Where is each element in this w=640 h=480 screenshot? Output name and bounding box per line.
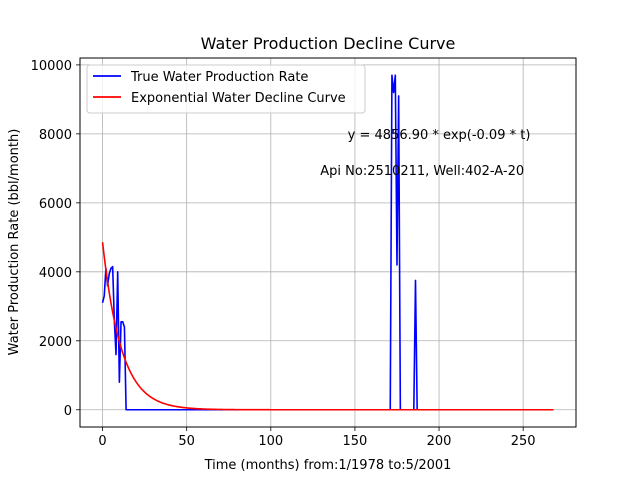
legend-label-exponential: Exponential Water Decline Curve [131,91,346,106]
x-tick-label: 250 [511,434,536,449]
well-id-annotation: Api No:2510211, Well:402-A-20 [320,164,524,179]
y-tick-label: 6000 [39,197,72,212]
x-tick-label: 100 [258,434,283,449]
y-tick-label: 0 [64,404,72,419]
series-line-exponential [101,242,554,411]
x-axis-label: Time (months) from:1/1978 to:5/2001 [204,458,452,473]
x-tick-label: 0 [98,434,106,449]
y-tick-label: 8000 [39,128,72,143]
x-ticks: 0 50 100 150 200 250 [98,427,536,449]
x-tick-label: 200 [427,434,452,449]
y-axis-label: Water Production Rate (bbl/month) [7,129,22,356]
y-ticks: 0 2000 4000 6000 8000 10000 [31,59,80,419]
grid [80,58,576,427]
annotations: y = 4856.90 * exp(-0.09 * t) Api No:25102… [320,128,530,179]
y-tick-label: 4000 [39,266,72,281]
fit-equation-annotation: y = 4856.90 * exp(-0.09 * t) [348,128,531,143]
x-tick-label: 50 [178,434,195,449]
legend-box [86,64,366,114]
y-tick-label: 2000 [39,335,72,350]
y-tick-label: 10000 [31,59,72,74]
series-line-true-rate [101,74,554,411]
chart-title: Water Production Decline Curve [201,34,456,53]
legend: True Water Production Rate Exponential W… [86,64,366,114]
plot-frame [79,57,577,428]
legend-label-true-rate: True Water Production Rate [130,70,308,85]
x-tick-label: 150 [343,434,368,449]
series [101,74,554,411]
